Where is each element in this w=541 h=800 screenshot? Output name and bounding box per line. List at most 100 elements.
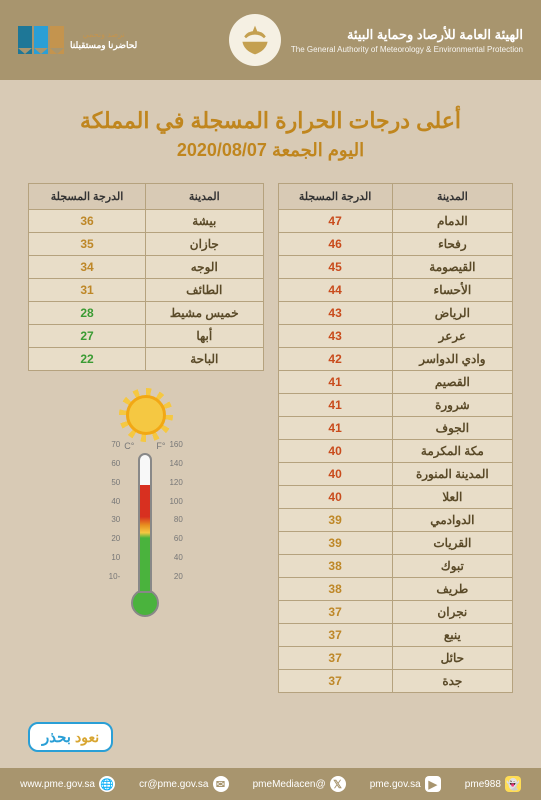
city-cell: العلا <box>392 486 512 509</box>
temp-cell: 28 <box>29 302 146 325</box>
temp-cell: 38 <box>278 578 392 601</box>
col-city: المدينة <box>146 184 263 210</box>
temp-cell: 40 <box>278 486 392 509</box>
temp-cell: 45 <box>278 256 392 279</box>
temp-cell: 41 <box>278 371 392 394</box>
city-cell: الباحة <box>146 348 263 371</box>
city-cell: جازان <box>146 233 263 256</box>
temp-cell: 27 <box>29 325 146 348</box>
table-row: عرعر43 <box>278 325 513 348</box>
table-row: ينبع37 <box>278 624 513 647</box>
temp-cell: 41 <box>278 394 392 417</box>
youtube-icon: ▶ <box>425 776 441 792</box>
footer: 👻pme988 ▶pme.gov.sa 𝕏@pmeMediacen ✉cr@pm… <box>0 768 541 800</box>
table-row: مكة المكرمة40 <box>278 440 513 463</box>
city-cell: المدينة المنورة <box>392 463 512 486</box>
table-row: جدة37 <box>278 670 513 693</box>
temp-cell: 31 <box>29 279 146 302</box>
city-cell: الوجه <box>146 256 263 279</box>
city-cell: القيصومة <box>392 256 512 279</box>
table-row: خميس مشيط28 <box>29 302 264 325</box>
bookmark-icon <box>18 26 64 54</box>
temp-cell: 22 <box>29 348 146 371</box>
header: الهيئة العامة للأرصاد وحماية البيئة The … <box>0 0 541 80</box>
city-cell: الأحساء <box>392 279 512 302</box>
table-row: بيشة36 <box>29 210 264 233</box>
footer-youtube: ▶pme.gov.sa <box>370 776 441 792</box>
col-temp: الدرجة المسجلة <box>29 184 146 210</box>
temp-cell: 47 <box>278 210 392 233</box>
table-row: نجران37 <box>278 601 513 624</box>
temp-cell: 37 <box>278 647 392 670</box>
table-row: وادي الدواسر42 <box>278 348 513 371</box>
saudi-emblem-icon <box>229 14 281 66</box>
city-cell: الطائف <box>146 279 263 302</box>
temp-cell: 43 <box>278 302 392 325</box>
table-row: الدوادمي39 <box>278 509 513 532</box>
footer-snap: 👻pme988 <box>465 776 521 792</box>
table-row: القيصومة45 <box>278 256 513 279</box>
fahrenheit-label: °F <box>156 441 165 451</box>
temp-cell: 37 <box>278 601 392 624</box>
temp-cell: 38 <box>278 555 392 578</box>
table-row: الدمام47 <box>278 210 513 233</box>
thermometer-bulb <box>131 589 159 617</box>
temp-cell: 40 <box>278 440 392 463</box>
title-main: أعلى درجات الحرارة المسجلة في المملكة <box>0 108 541 134</box>
temp-cell: 46 <box>278 233 392 256</box>
snapchat-icon: 👻 <box>505 776 521 792</box>
city-cell: عرعر <box>392 325 512 348</box>
city-cell: طريف <box>392 578 512 601</box>
slogan-top: نرصد ونحمي <box>70 30 137 39</box>
temp-cell: 39 <box>278 509 392 532</box>
footer-twitter: 𝕏@pmeMediacen <box>253 776 346 792</box>
table-row: القريات39 <box>278 532 513 555</box>
col-temp: الدرجة المسجلة <box>278 184 392 210</box>
thermometer-tube <box>138 453 152 593</box>
city-cell: نجران <box>392 601 512 624</box>
content-area: المدينة الدرجة المسجلة الدمام47رفحاء46ال… <box>0 161 541 693</box>
city-cell: شرورة <box>392 394 512 417</box>
table-row: حائل37 <box>278 647 513 670</box>
slogan-block: نرصد ونحمي لحاضرنا ومستقبلنا <box>18 26 137 54</box>
city-cell: القصيم <box>392 371 512 394</box>
table-row: الجوف41 <box>278 417 513 440</box>
table-row: الأحساء44 <box>278 279 513 302</box>
logo-org: الهيئة العامة للأرصاد وحماية البيئة The … <box>229 14 523 66</box>
city-cell: حائل <box>392 647 512 670</box>
table-row: شرورة41 <box>278 394 513 417</box>
col-city: المدينة <box>392 184 512 210</box>
temp-cell: 42 <box>278 348 392 371</box>
email-icon: ✉ <box>213 776 229 792</box>
city-cell: الرياض <box>392 302 512 325</box>
temp-cell: 40 <box>278 463 392 486</box>
org-name-ar: الهيئة العامة للأرصاد وحماية البيئة <box>291 27 523 43</box>
city-cell: أبها <box>146 325 263 348</box>
title-block: أعلى درجات الحرارة المسجلة في المملكة ال… <box>0 108 541 161</box>
temp-cell: 34 <box>29 256 146 279</box>
table-row: الرياض43 <box>278 302 513 325</box>
thermometer-graphic: 16014012010080604020 °F °C 7060504030201… <box>28 395 264 617</box>
table-row: جازان35 <box>29 233 264 256</box>
return-caution-badge: نعود بحذر <box>28 722 113 752</box>
temp-cell: 37 <box>278 624 392 647</box>
city-cell: رفحاء <box>392 233 512 256</box>
org-name-en: The General Authority of Meteorology & E… <box>291 45 523 54</box>
table-row: تبوك38 <box>278 555 513 578</box>
badge-word2: بحذر <box>42 728 71 746</box>
table-row: أبها27 <box>29 325 264 348</box>
city-cell: تبوك <box>392 555 512 578</box>
sun-icon <box>126 395 166 435</box>
city-cell: الدوادمي <box>392 509 512 532</box>
twitter-icon: 𝕏 <box>330 776 346 792</box>
temp-cell: 41 <box>278 417 392 440</box>
table-row: رفحاء46 <box>278 233 513 256</box>
temperature-table-left: المدينة الدرجة المسجلة بيشة36جازان35الوج… <box>28 183 264 371</box>
city-cell: ينبع <box>392 624 512 647</box>
table-row: القصيم41 <box>278 371 513 394</box>
city-cell: وادي الدواسر <box>392 348 512 371</box>
table-row: طريف38 <box>278 578 513 601</box>
city-cell: الجوف <box>392 417 512 440</box>
slogan-bottom: لحاضرنا ومستقبلنا <box>70 40 137 51</box>
table-row: العلا40 <box>278 486 513 509</box>
